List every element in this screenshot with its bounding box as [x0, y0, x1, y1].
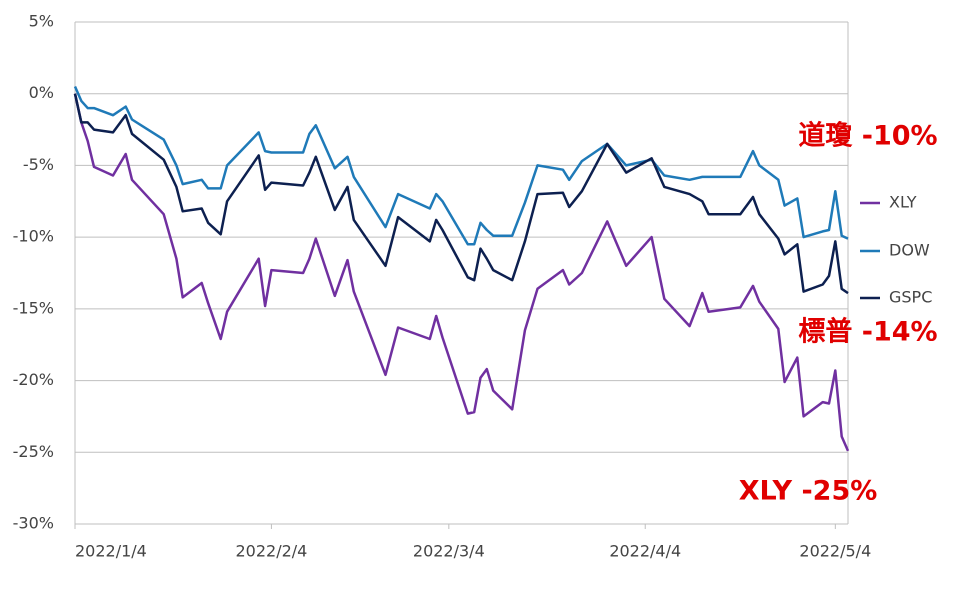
y-tick-label: -20% [13, 370, 54, 389]
y-tick-label: -10% [13, 227, 54, 246]
annotation: XLY -25% [739, 476, 878, 507]
y-tick-label: -5% [23, 155, 54, 174]
legend-label: XLY [889, 193, 917, 212]
x-tick-label: 2022/2/4 [235, 542, 307, 561]
legend-label: DOW [889, 241, 930, 260]
y-tick-label: -25% [13, 442, 54, 461]
y-tick-label: 5% [29, 12, 54, 31]
x-tick-label: 2022/5/4 [799, 542, 871, 561]
series-line [73, 93, 849, 295]
y-tick-label: -15% [13, 298, 54, 317]
series-line [73, 93, 850, 452]
y-tick-label: 0% [29, 83, 54, 102]
y-tick-label: -30% [13, 514, 54, 533]
annotation: 標普 -14% [798, 316, 937, 348]
annotation: 道瓊 -10% [798, 120, 937, 152]
legend-label: GSPC [889, 288, 932, 307]
x-tick-label: 2022/4/4 [609, 542, 681, 561]
x-tick-label: 2022/1/4 [75, 542, 147, 561]
x-tick-label: 2022/3/4 [413, 542, 485, 561]
series-line [73, 85, 849, 246]
